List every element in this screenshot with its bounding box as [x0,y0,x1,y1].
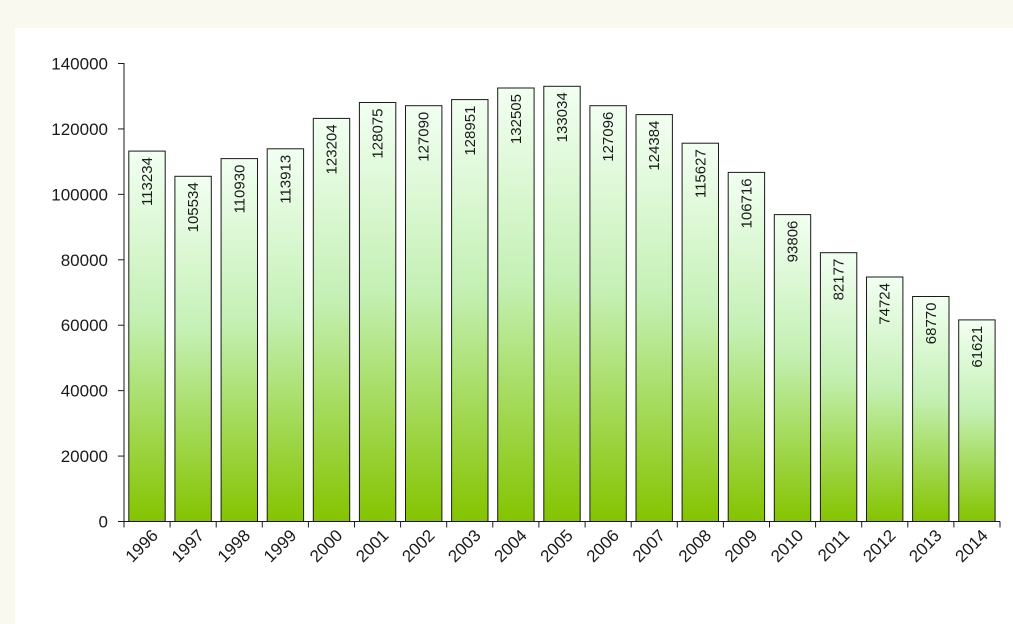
y-tick-label-80000: 80000 [61,251,108,270]
y-tick-label-100000: 100000 [51,185,108,204]
x-tick-label-2002: 2002 [398,526,438,566]
bar-value-label-1996: 113234 [139,157,156,206]
bar-value-label-2008: 115627 [692,149,709,198]
bar-2011 [819,252,858,522]
bar-value-label-1999: 113913 [277,155,294,204]
x-tick-label-1998: 1998 [214,526,254,566]
x-tick-label-1999: 1999 [260,526,300,566]
bar-value-label-1997: 105534 [185,182,202,232]
bar-value-label-2009: 106716 [738,178,755,228]
bar-2014 [958,319,996,522]
bar-value-label-2006: 127096 [600,112,617,162]
y-tick-label-20000: 20000 [61,447,108,466]
bar-2004 [497,87,535,522]
bar-value-label-2002: 127090 [416,112,433,162]
bar-2006 [589,105,627,522]
y-tick-label-40000: 40000 [61,382,108,401]
x-tick-label-2005: 2005 [537,526,577,566]
y-tick-label-60000: 60000 [61,316,108,335]
labels-group: 113234 105534 110930 113913 123204 128075 1270… [139,92,986,367]
x-tick-label-2003: 2003 [444,526,484,566]
y-tick-label-0: 0 [99,513,108,532]
x-tick-label-2007: 2007 [629,526,669,566]
bar-value-label-2013: 68770 [923,303,940,345]
top-band [0,0,1013,28]
x-tick-label-2004: 2004 [491,526,531,566]
bar-2000 [312,117,351,523]
bar-value-label-1998: 110930 [231,165,248,214]
bar-value-label-2014: 61621 [969,326,986,368]
bar-2013 [912,296,950,522]
bar-2001 [358,102,397,522]
bar-value-label-2004: 132505 [508,94,525,144]
y-tick-label-140000: 140000 [51,55,108,74]
bar-value-label-2011: 82177 [831,259,848,301]
bar-value-label-2001: 128075 [370,109,387,159]
bar-value-label-2000: 123204 [324,124,341,174]
bar-2012 [866,276,904,522]
left-band [0,0,15,624]
x-tick-label-2008: 2008 [675,526,715,566]
bar-1997 [174,175,212,523]
bar-2008 [681,142,719,522]
bar-value-label-2007: 124384 [646,121,663,171]
bar-2005 [543,85,581,523]
bar-1996 [128,150,166,522]
x-tick-label-2013: 2013 [905,526,945,566]
x-tick-label-2011: 2011 [814,526,853,565]
bar-2007 [635,114,673,522]
bar-value-label-2010: 93806 [785,221,802,263]
x-tick-label-2010: 2010 [767,526,807,566]
x-tick-label-2012: 2012 [859,526,899,566]
bar-2003 [451,99,489,522]
bar-value-label-2005: 133034 [554,92,571,142]
x-tick-label-1996: 1996 [122,526,162,566]
bar-2002 [405,105,443,522]
x-tick-label-1997: 1997 [168,526,208,566]
bar-value-label-2003: 128951 [462,106,479,156]
bars-group [128,85,996,523]
x-tick-label-2009: 2009 [721,526,761,566]
y-tick-label-120000: 120000 [51,120,108,139]
bar-value-label-2012: 74724 [877,283,894,325]
x-tick-label-2006: 2006 [583,526,623,566]
x-tick-label-2000: 2000 [306,526,346,566]
x-tick-label-2001: 2001 [352,526,392,566]
x-tick-label-2014: 2014 [952,526,992,566]
